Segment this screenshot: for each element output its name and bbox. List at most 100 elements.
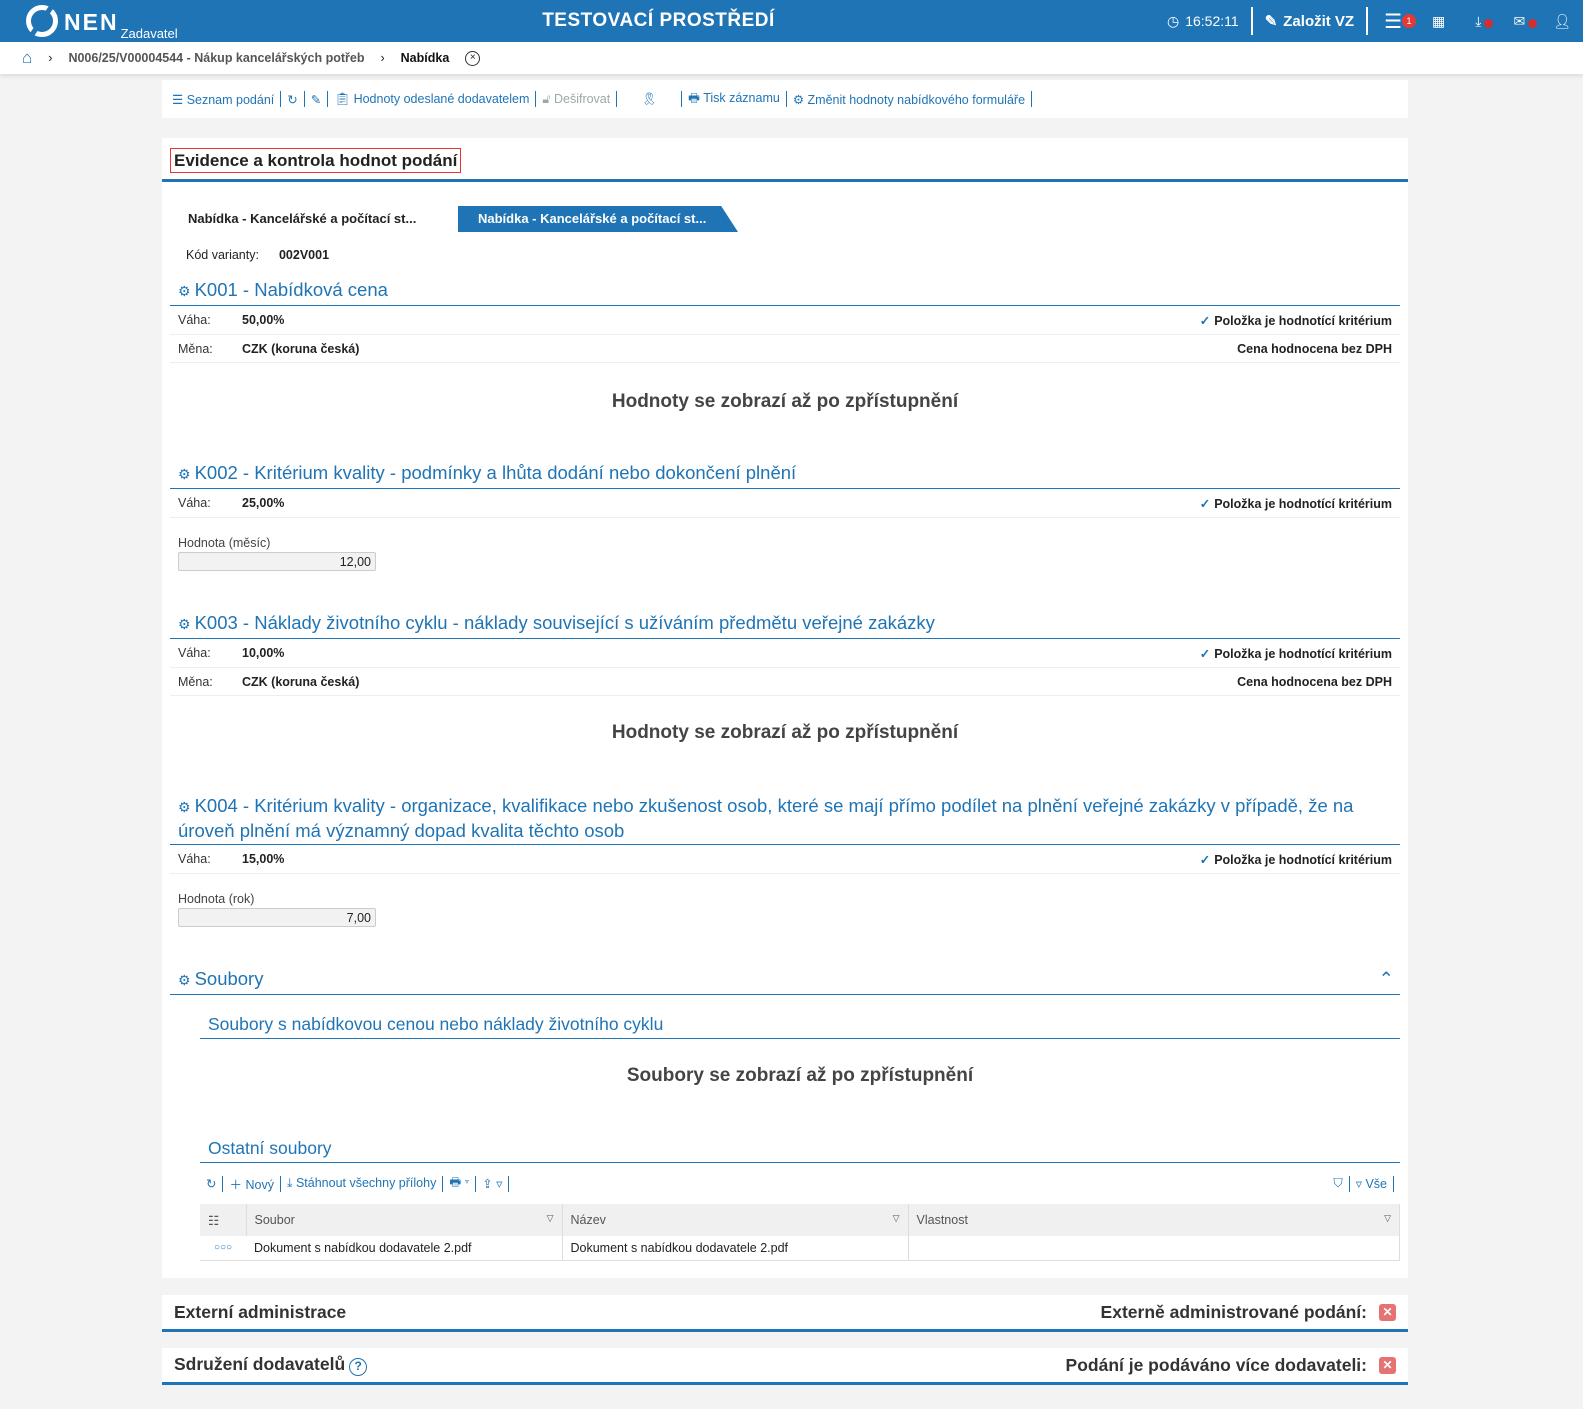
- values-sent-button[interactable]: 📋︎ Hodnoty odeslané dodavatelem: [334, 91, 530, 106]
- currency-value: CZK (koruna česká): [242, 342, 360, 356]
- weight-value: 25,00%: [242, 496, 285, 510]
- nen-logo[interactable]: NEN Zadavatel: [26, 5, 178, 41]
- close-icon[interactable]: ×: [465, 50, 481, 66]
- logo-icon: [26, 5, 58, 37]
- pencil-icon[interactable]: ✎: [310, 92, 322, 107]
- top-bar: NEN Zadavatel TESTOVACÍ PROSTŘEDÍ ◷ 16:52:…: [0, 0, 1583, 42]
- hidden-values-message: Hodnoty se zobrazí až po zpřístupnění: [611, 391, 959, 412]
- refresh-icon[interactable]: ↻: [287, 92, 298, 107]
- joint-suppliers-title: Sdružení dodavatelů: [174, 1354, 346, 1374]
- breadcrumb: ⌂ › N006/25/V00004544 - Nákup kancelářsk…: [0, 42, 1583, 74]
- weight-value: 15,00%: [242, 852, 285, 866]
- criterion-k004: ⚙ K004 - Kritérium kvality - organizace, …: [170, 794, 1400, 927]
- check-icon: ✓: [1199, 647, 1211, 661]
- messages-button[interactable]: ✉: [1497, 13, 1541, 30]
- no-vat-label: Cena hodnocena bez DPH: [1237, 342, 1392, 356]
- help-icon[interactable]: ?: [349, 1358, 368, 1376]
- list-label: Seznam podání: [186, 92, 275, 107]
- export-dropdown[interactable]: ⇪ ▿: [482, 1177, 503, 1191]
- external-admin-section: Externí administrace Externě administrov…: [162, 1295, 1408, 1332]
- refresh-icon[interactable]: ↻: [206, 1177, 217, 1191]
- decrypt-button[interactable]: 🔓︎ Dešifrovat: [542, 91, 611, 106]
- new-label: Nový: [245, 1178, 274, 1192]
- download-icon: ⤓: [1475, 12, 1482, 29]
- weight-value: 50,00%: [242, 313, 285, 327]
- menu-button[interactable]: ☰ 1: [1368, 9, 1418, 34]
- no-vat-label: Cena hodnocena bez DPH: [1237, 675, 1392, 689]
- list-button[interactable]: ☰ Seznam podání: [172, 92, 275, 107]
- file-cell[interactable]: Dokument s nabídkou dodavatele 2.pdf: [246, 1236, 563, 1261]
- false-icon: ✕: [1379, 1357, 1396, 1375]
- criterion-title: K002 - Kritérium kvality - podmínky a lh…: [194, 462, 797, 483]
- print-label: Tisk záznamu: [703, 90, 780, 105]
- time: 16:52:11: [1185, 13, 1239, 29]
- table-row[interactable]: ○○○ Dokument s nabídkou dodavatele 2.pdf…: [200, 1236, 1400, 1261]
- hidden-values-message: Hodnoty se zobrazí až po zpřístupnění: [611, 722, 959, 743]
- values-sent-label: Hodnoty odeslané dodavatelem: [353, 91, 530, 106]
- currency-value: CZK (koruna česká): [242, 675, 360, 689]
- criterion-title: K003 - Náklady životního cyklu - náklady…: [194, 612, 935, 633]
- print-dropdown[interactable]: 🖶 ▿: [449, 1175, 470, 1189]
- notification-dot: [1528, 18, 1538, 28]
- menu-icon: ☰: [1384, 10, 1403, 33]
- currency-label: Měna:: [178, 342, 213, 356]
- joint-suppliers-label: Podání je podáváno více dodavateli:: [1065, 1354, 1367, 1375]
- filter-all-dropdown[interactable]: ▿ Vše: [1355, 1177, 1387, 1191]
- menu-badge: 1: [1402, 13, 1417, 28]
- criterion-title: K001 - Nabídková cena: [194, 279, 388, 300]
- files-toolbar: ↻ ＋ Nový ⤓ Stáhnout všechny přílohy 🖶 ▿ …: [200, 1163, 1400, 1204]
- weight-label: Váha:: [178, 313, 211, 327]
- files-table: ☷ Soubor ▽ Název ▽ Vlastnost ▽ ○○○ Dokument…: [200, 1204, 1400, 1261]
- criterion-flag: Položka je hodnotící kritérium: [1214, 647, 1392, 661]
- check-icon: ✓: [1199, 853, 1211, 867]
- puzzle-icon: ⚙: [178, 283, 191, 299]
- create-vz-button[interactable]: ✎ Založit VZ: [1253, 12, 1366, 31]
- home-icon[interactable]: ⌂: [22, 48, 33, 67]
- column-header-vlastnost[interactable]: Vlastnost ▽: [908, 1204, 1400, 1236]
- tab-offer-1[interactable]: Nabídka - Kancelářské a počítací st...: [188, 211, 417, 226]
- weight-value: 10,00%: [242, 646, 285, 660]
- column-header-nazev[interactable]: Název ▽: [562, 1204, 909, 1236]
- evaluation-card: Evidence a kontrola hodnot podání Nabídk…: [162, 138, 1408, 1278]
- download-all-label: Stáhnout všechny přílohy: [295, 1176, 437, 1190]
- new-file-button[interactable]: ＋ Nový: [229, 1178, 274, 1192]
- mail-icon: ✉: [1513, 12, 1526, 29]
- puzzle-icon: ⚙: [178, 466, 191, 482]
- field-label: Hodnota (rok): [178, 892, 255, 906]
- filter-icon[interactable]: ⛉: [1333, 1176, 1343, 1190]
- column-header-soubor[interactable]: Soubor ▽: [246, 1204, 563, 1236]
- hidden-files-message: Soubory se zobrazí až po zpřístupnění: [626, 1065, 974, 1086]
- breadcrumb-item[interactable]: N006/25/V00004544 - Nákup kancelářských …: [68, 51, 365, 65]
- price-files-title: Soubory s nabídkovou cenou nebo náklady …: [200, 1013, 1400, 1039]
- action-toolbar: ☰ Seznam podání ↻ ✎ 📋︎ Hodnoty odeslané …: [162, 80, 1408, 118]
- clock-icon: ◷: [1167, 12, 1180, 29]
- logo-text: NEN: [64, 9, 119, 35]
- criterion-k003: ⚙ K003 - Náklady životního cyklu - náklad…: [170, 611, 1400, 794]
- award-icon[interactable]: 🎗︎: [641, 91, 658, 106]
- tab-offer-2[interactable]: Nabídka - Kancelářské a počítací st...: [458, 206, 738, 232]
- puzzle-icon: ⚙: [178, 972, 191, 988]
- false-icon: ✕: [1379, 1304, 1396, 1322]
- user-button[interactable]: 👤︎: [1541, 13, 1583, 30]
- change-values-button[interactable]: ⚙ Změnit hodnoty nabídkového formuláře: [792, 92, 1026, 107]
- value-field: 12,00: [178, 552, 376, 571]
- field-label: Hodnota (měsíc): [178, 536, 271, 550]
- download-all-button[interactable]: ⤓ Stáhnout všechny přílohy: [286, 1176, 437, 1190]
- check-icon: ✓: [1199, 497, 1211, 511]
- joint-suppliers-section: Sdružení dodavatelů? Podání je podáváno …: [162, 1348, 1408, 1385]
- criterion-flag: Položka je hodnotící kritérium: [1214, 497, 1392, 511]
- environment-title: TESTOVACÍ PROSTŘEDÍ: [542, 10, 775, 31]
- calendar-button[interactable]: ▦: [1418, 13, 1459, 30]
- row-menu-icon[interactable]: ○○○: [200, 1236, 246, 1261]
- criterion-k002: ⚙ K002 - Kritérium kvality - podmínky a l…: [170, 461, 1400, 571]
- column-settings-icon[interactable]: ☷: [200, 1204, 247, 1236]
- print-button[interactable]: 🖶 Tisk záznamu: [688, 90, 780, 105]
- check-icon: ✓: [1199, 314, 1211, 328]
- name-cell: Dokument s nabídkou dodavatele 2.pdf: [562, 1236, 909, 1261]
- other-files-title: Ostatní soubory: [200, 1137, 1400, 1163]
- downloads-button[interactable]: ⤓: [1459, 13, 1497, 30]
- external-admin-title: Externí administrace: [174, 1301, 347, 1322]
- external-admin-label: Externě administrované podání:: [1100, 1301, 1367, 1322]
- collapse-chevron-icon[interactable]: ⌃: [1378, 968, 1394, 989]
- currency-label: Měna:: [178, 675, 213, 689]
